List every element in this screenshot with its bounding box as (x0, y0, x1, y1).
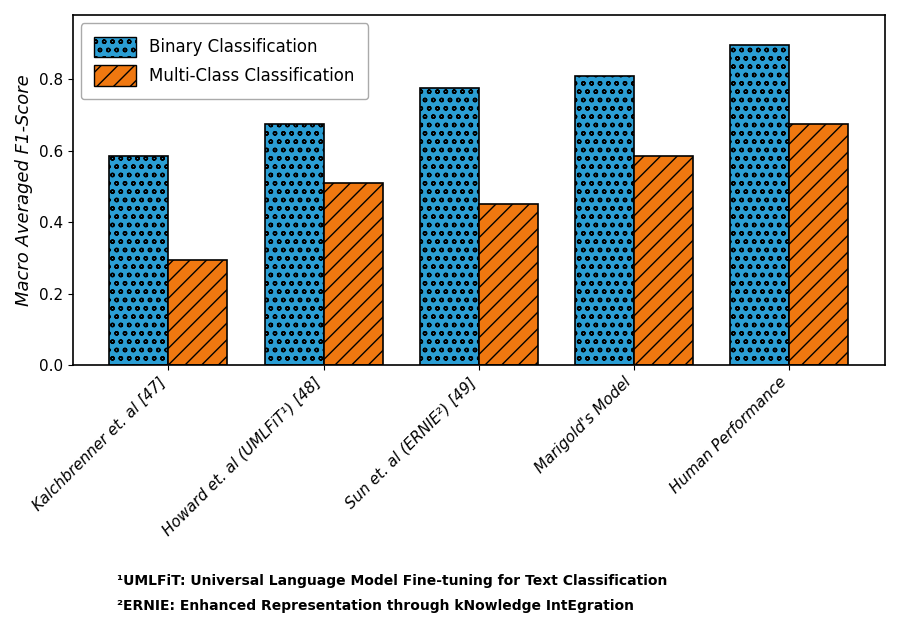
Bar (110, 156, 168, 365)
Bar (168, 260, 228, 365)
Bar (789, 124, 848, 365)
Text: ²ERNIE: Enhanced Representation through kNowledge IntEgration: ²ERNIE: Enhanced Representation through … (117, 599, 634, 613)
Bar (634, 156, 693, 365)
Bar (479, 204, 537, 365)
Text: ¹UMLFiT: Universal Language Model Fine-tuning for Text Classification: ¹UMLFiT: Universal Language Model Fine-t… (117, 574, 668, 588)
Bar (730, 45, 789, 365)
Bar (265, 124, 324, 365)
Bar (324, 183, 382, 365)
Bar (419, 88, 479, 365)
Legend: Binary Classification, Multi-Class Classification: Binary Classification, Multi-Class Class… (81, 23, 368, 99)
Y-axis label: Macro Averaged F1-Score: Macro Averaged F1-Score (15, 74, 33, 306)
Bar (575, 75, 634, 365)
